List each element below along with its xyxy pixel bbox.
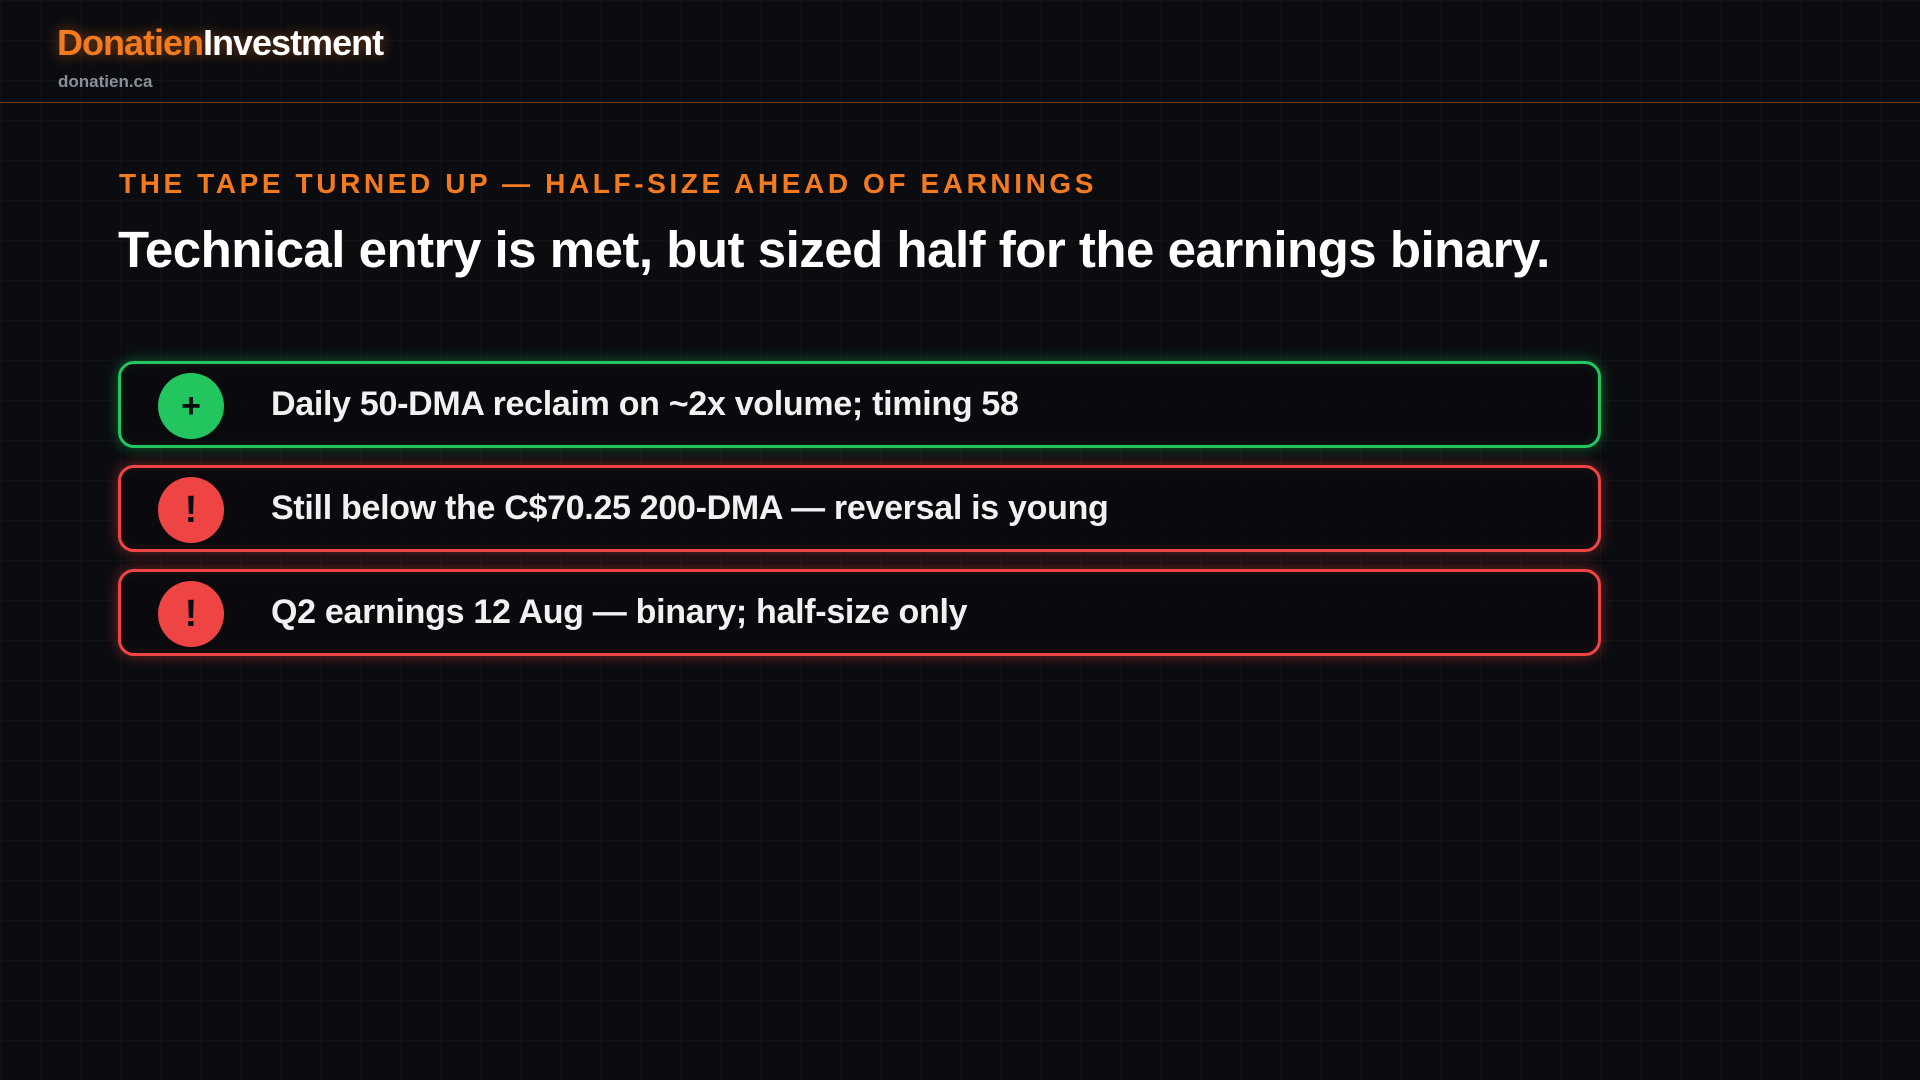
brand-primary: Donatien (57, 22, 204, 63)
checklist-item-text: Q2 earnings 12 Aug — binary; half-size o… (271, 593, 968, 631)
brand-logo[interactable]: DonatienInvestment (57, 22, 384, 64)
slide-headline: Technical entry is met, but sized half f… (118, 221, 1550, 278)
checklist: + Daily 50-DMA reclaim on ~2x volume; ti… (118, 361, 1601, 673)
warning-icon: ! (158, 581, 224, 647)
brand-secondary: Investment (203, 22, 384, 63)
checklist-item-text: Daily 50-DMA reclaim on ~2x volume; timi… (271, 385, 1019, 423)
checklist-item-below-200dma: ! Still below the C$70.25 200-DMA — reve… (118, 465, 1601, 552)
checklist-item-earnings: ! Q2 earnings 12 Aug — binary; half-size… (118, 569, 1601, 656)
checklist-item-text: Still below the C$70.25 200-DMA — revers… (271, 489, 1109, 527)
header: DonatienInvestment donatien.ca (0, 0, 1920, 103)
plus-icon: + (158, 373, 224, 439)
checklist-item-volume-reclaim: + Daily 50-DMA reclaim on ~2x volume; ti… (118, 361, 1601, 448)
slide-kicker: THE TAPE TURNED UP — HALF-SIZE AHEAD OF … (119, 168, 1098, 199)
warning-icon: ! (158, 477, 224, 543)
domain-label: donatien.ca (58, 72, 153, 91)
